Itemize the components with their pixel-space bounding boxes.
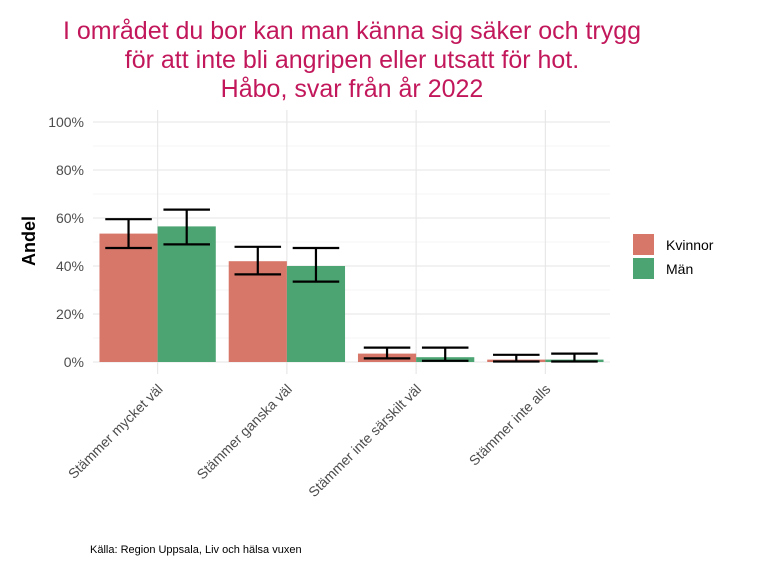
legend-label: Män — [666, 261, 693, 277]
chart-title-line-3: Håbo, svar från år 2022 — [221, 75, 484, 103]
y-tick-label: 100% — [48, 114, 84, 130]
error-bar — [493, 353, 540, 363]
y-tick-label: 20% — [56, 306, 84, 322]
y-axis-label: Andel — [19, 216, 39, 266]
y-tick-label: 0% — [64, 354, 84, 370]
error-bar — [292, 246, 340, 283]
error-bars — [105, 208, 598, 363]
legend: Kvinnor Män — [633, 234, 714, 279]
bars — [99, 226, 604, 362]
legend-key — [633, 234, 654, 255]
x-tick-label: Stämmer inte särskilt väl — [305, 381, 424, 500]
chart-title: I området du bor kan man känna sig säker… — [63, 17, 641, 103]
y-axis-ticks: 0% 20% 40% 60% 80% 100% — [48, 114, 84, 370]
bar — [157, 226, 216, 362]
x-tick-label: Stämmer mycket väl — [65, 381, 166, 482]
bar — [228, 261, 287, 362]
caption: Källa: Region Uppsala, Liv och hälsa vux… — [90, 544, 302, 556]
x-axis-ticks: Stämmer mycket väl Stämmer ganska väl Stäm… — [65, 381, 554, 500]
error-bar — [363, 346, 411, 360]
legend-label: Kvinnor — [666, 237, 714, 253]
chart-title-line-1: I området du bor kan man känna sig säker… — [63, 17, 641, 45]
x-tick-label: Stämmer inte alls — [466, 381, 554, 469]
chart-title-line-2: för att inte bli angripen eller utsatt f… — [125, 46, 579, 74]
y-tick-label: 60% — [56, 210, 84, 226]
legend-key — [633, 258, 654, 279]
error-bar — [234, 245, 282, 276]
y-tick-label: 80% — [56, 162, 84, 178]
x-tick-label: Stämmer ganska väl — [193, 381, 295, 483]
error-bar — [163, 208, 210, 246]
error-bar — [421, 346, 469, 362]
bar — [99, 233, 158, 362]
error-bar — [551, 352, 598, 363]
error-bar — [105, 218, 152, 250]
y-tick-label: 40% — [56, 258, 84, 274]
